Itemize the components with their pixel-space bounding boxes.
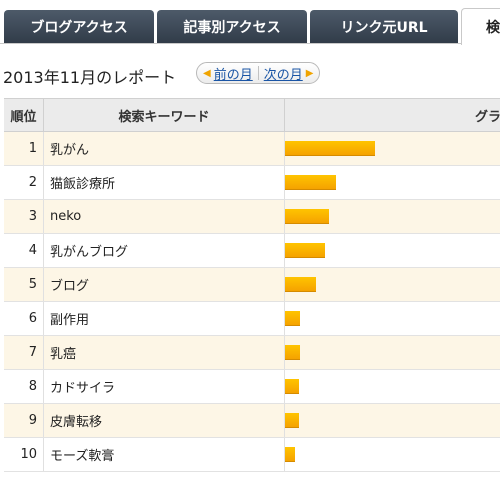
prev-month-link[interactable]: 前の月 — [213, 67, 253, 83]
graph-cell — [285, 302, 500, 335]
header-graph-label: グラフ — [474, 109, 500, 125]
report-title: 2013年11月のレポート — [3, 68, 177, 87]
graph-cell — [285, 268, 500, 301]
graph-cell — [285, 438, 500, 471]
graph-bar — [285, 311, 300, 326]
nav-divider — [257, 66, 259, 80]
graph-bar — [285, 413, 299, 428]
table-row: 2 猫飯診療所 — [4, 166, 500, 200]
rank-cell: 8 — [4, 370, 44, 403]
graph-cell — [285, 166, 500, 199]
rank-cell: 5 — [4, 268, 44, 301]
rank-cell: 1 — [4, 132, 44, 165]
keyword-cell: ブログ — [44, 268, 285, 301]
keyword-cell: 猫飯診療所 — [44, 166, 285, 199]
keyword-cell: カドサイラ — [44, 370, 285, 403]
rank-cell: 2 — [4, 166, 44, 199]
graph-bar — [285, 243, 325, 258]
triangle-left-icon: ◀ — [203, 67, 211, 79]
keyword-cell: neko — [44, 200, 285, 233]
graph-cell — [285, 200, 500, 233]
rank-cell: 6 — [4, 302, 44, 335]
rank-cell: 3 — [4, 200, 44, 233]
tab-referrer-url[interactable]: リンク元URL — [310, 10, 458, 44]
table-row: 6 副作用 — [4, 302, 500, 336]
keyword-cell: 乳がんブログ — [44, 234, 285, 267]
graph-cell — [285, 336, 500, 369]
keyword-cell: 乳がん — [44, 132, 285, 165]
table-row: 4 乳がんブログ — [4, 234, 500, 268]
rank-cell: 10 — [4, 438, 44, 471]
tab-bar: ブログアクセス 記事別アクセス リンク元URL 検 — [0, 0, 500, 45]
graph-bar — [285, 345, 300, 360]
table-row: 9 皮膚転移 — [4, 404, 500, 438]
rank-cell: 7 — [4, 336, 44, 369]
tab-blog-access[interactable]: ブログアクセス — [4, 10, 154, 44]
next-month-button[interactable]: 次の月 ▶ — [259, 64, 314, 83]
prev-month-button[interactable]: ◀ 前の月 — [203, 64, 258, 83]
graph-cell — [285, 234, 500, 267]
graph-bar — [285, 141, 375, 156]
table-row: 5 ブログ — [4, 268, 500, 302]
header-keyword: 検索キーワード — [44, 99, 285, 131]
graph-cell — [285, 132, 500, 165]
graph-bar — [285, 277, 316, 292]
table-body: 1 乳がん 2 猫飯診療所 3 neko 4 乳がんブログ 5 ブログ 6 副作用 7 乳癌 8 カドサイラ 9… — [4, 132, 500, 472]
keyword-cell: 乳癌 — [44, 336, 285, 369]
header-graph: グラフ — [285, 99, 500, 131]
rank-cell: 4 — [4, 234, 44, 267]
table-row: 1 乳がん — [4, 132, 500, 166]
keyword-table: 順位 検索キーワード グラフ 1乳がん2猫飯診療所3neko4乳がんブログ5ブロ… — [4, 98, 500, 472]
header-rank: 順位 — [4, 99, 44, 131]
table-row: 10 モーズ軟膏 — [4, 438, 500, 472]
table-row: 3 neko — [4, 200, 500, 234]
tab-search-keywords[interactable]: 検 — [461, 8, 500, 45]
keyword-cell: モーズ軟膏 — [44, 438, 285, 471]
table-row: 7 乳癌 — [4, 336, 500, 370]
graph-cell — [285, 404, 500, 437]
table-row: 8 カドサイラ — [4, 370, 500, 404]
rank-cell: 9 — [4, 404, 44, 437]
triangle-right-icon: ▶ — [305, 67, 314, 79]
table-header: 順位 検索キーワード グラフ — [4, 98, 500, 132]
graph-bar — [285, 209, 329, 224]
graph-bar — [285, 175, 336, 190]
graph-cell — [285, 370, 500, 403]
keyword-cell: 副作用 — [44, 302, 285, 335]
tab-divider — [0, 43, 461, 44]
graph-bar — [285, 447, 295, 462]
tab-article-access[interactable]: 記事別アクセス — [157, 10, 307, 44]
graph-bar — [285, 379, 299, 394]
keyword-cell: 皮膚転移 — [44, 404, 285, 437]
next-month-link[interactable]: 次の月 — [263, 67, 303, 83]
month-navigation: ◀ 前の月 次の月 ▶ — [196, 62, 321, 84]
